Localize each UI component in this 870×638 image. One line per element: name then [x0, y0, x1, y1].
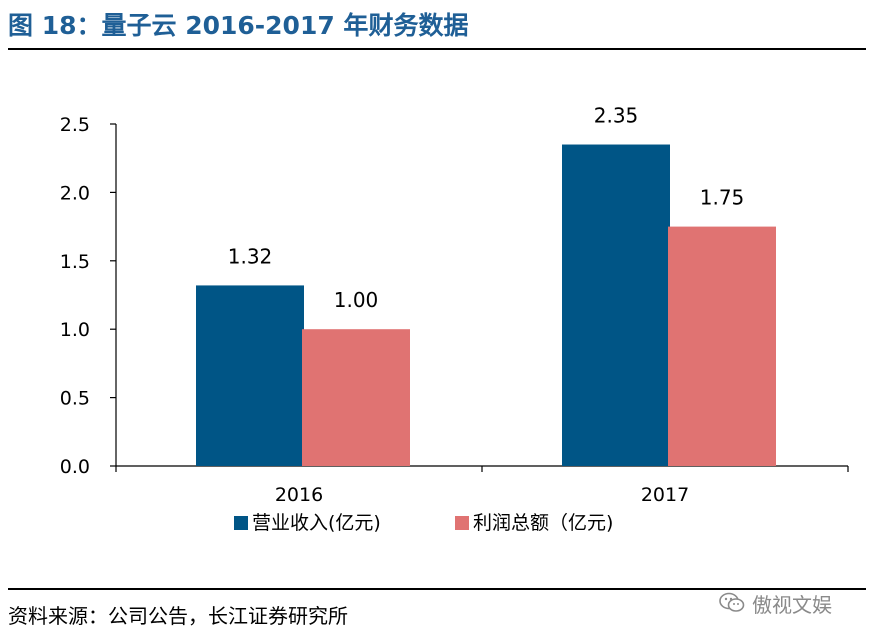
y-tick-label: 2.0 [60, 182, 90, 204]
bar-revenue [196, 285, 304, 466]
y-tick-label: 1.5 [60, 251, 90, 273]
bar-revenue [562, 144, 670, 466]
x-tick-label: 2016 [275, 484, 323, 506]
data-label: 2.35 [594, 104, 639, 128]
data-label: 1.32 [228, 244, 273, 268]
data-label: 1.00 [334, 288, 379, 312]
y-tick-label: 2.5 [60, 114, 90, 136]
watermark-text: 傲视文娱 [752, 592, 832, 617]
bar-profit [668, 226, 776, 466]
bar-chart: 0.0 0.5 1.0 1.5 2.0 2.5 1.32 1.00 2016 2.35 1.75 20… [60, 104, 849, 534]
data-label: 1.75 [700, 186, 745, 210]
legend-swatch [234, 516, 248, 530]
legend-label: 利润总额（亿元) [473, 512, 613, 534]
bar-profit [302, 329, 410, 466]
bottom-divider [8, 588, 866, 590]
y-tick-label: 1.0 [60, 319, 90, 341]
chart-title: 图 18：量子云 2016-2017 年财务数据 [8, 11, 469, 40]
wechat-icon [719, 592, 745, 612]
watermark: 傲视文娱 [718, 588, 832, 618]
x-tick-label: 2017 [641, 484, 689, 506]
legend-swatch [455, 516, 469, 530]
source-note: 资料来源：公司公告，长江证券研究所 [8, 604, 348, 628]
top-divider [8, 48, 866, 50]
y-tick-label: 0.5 [60, 388, 90, 410]
legend-label: 营业收入(亿元) [252, 512, 381, 534]
y-tick-label: 0.0 [60, 456, 90, 478]
